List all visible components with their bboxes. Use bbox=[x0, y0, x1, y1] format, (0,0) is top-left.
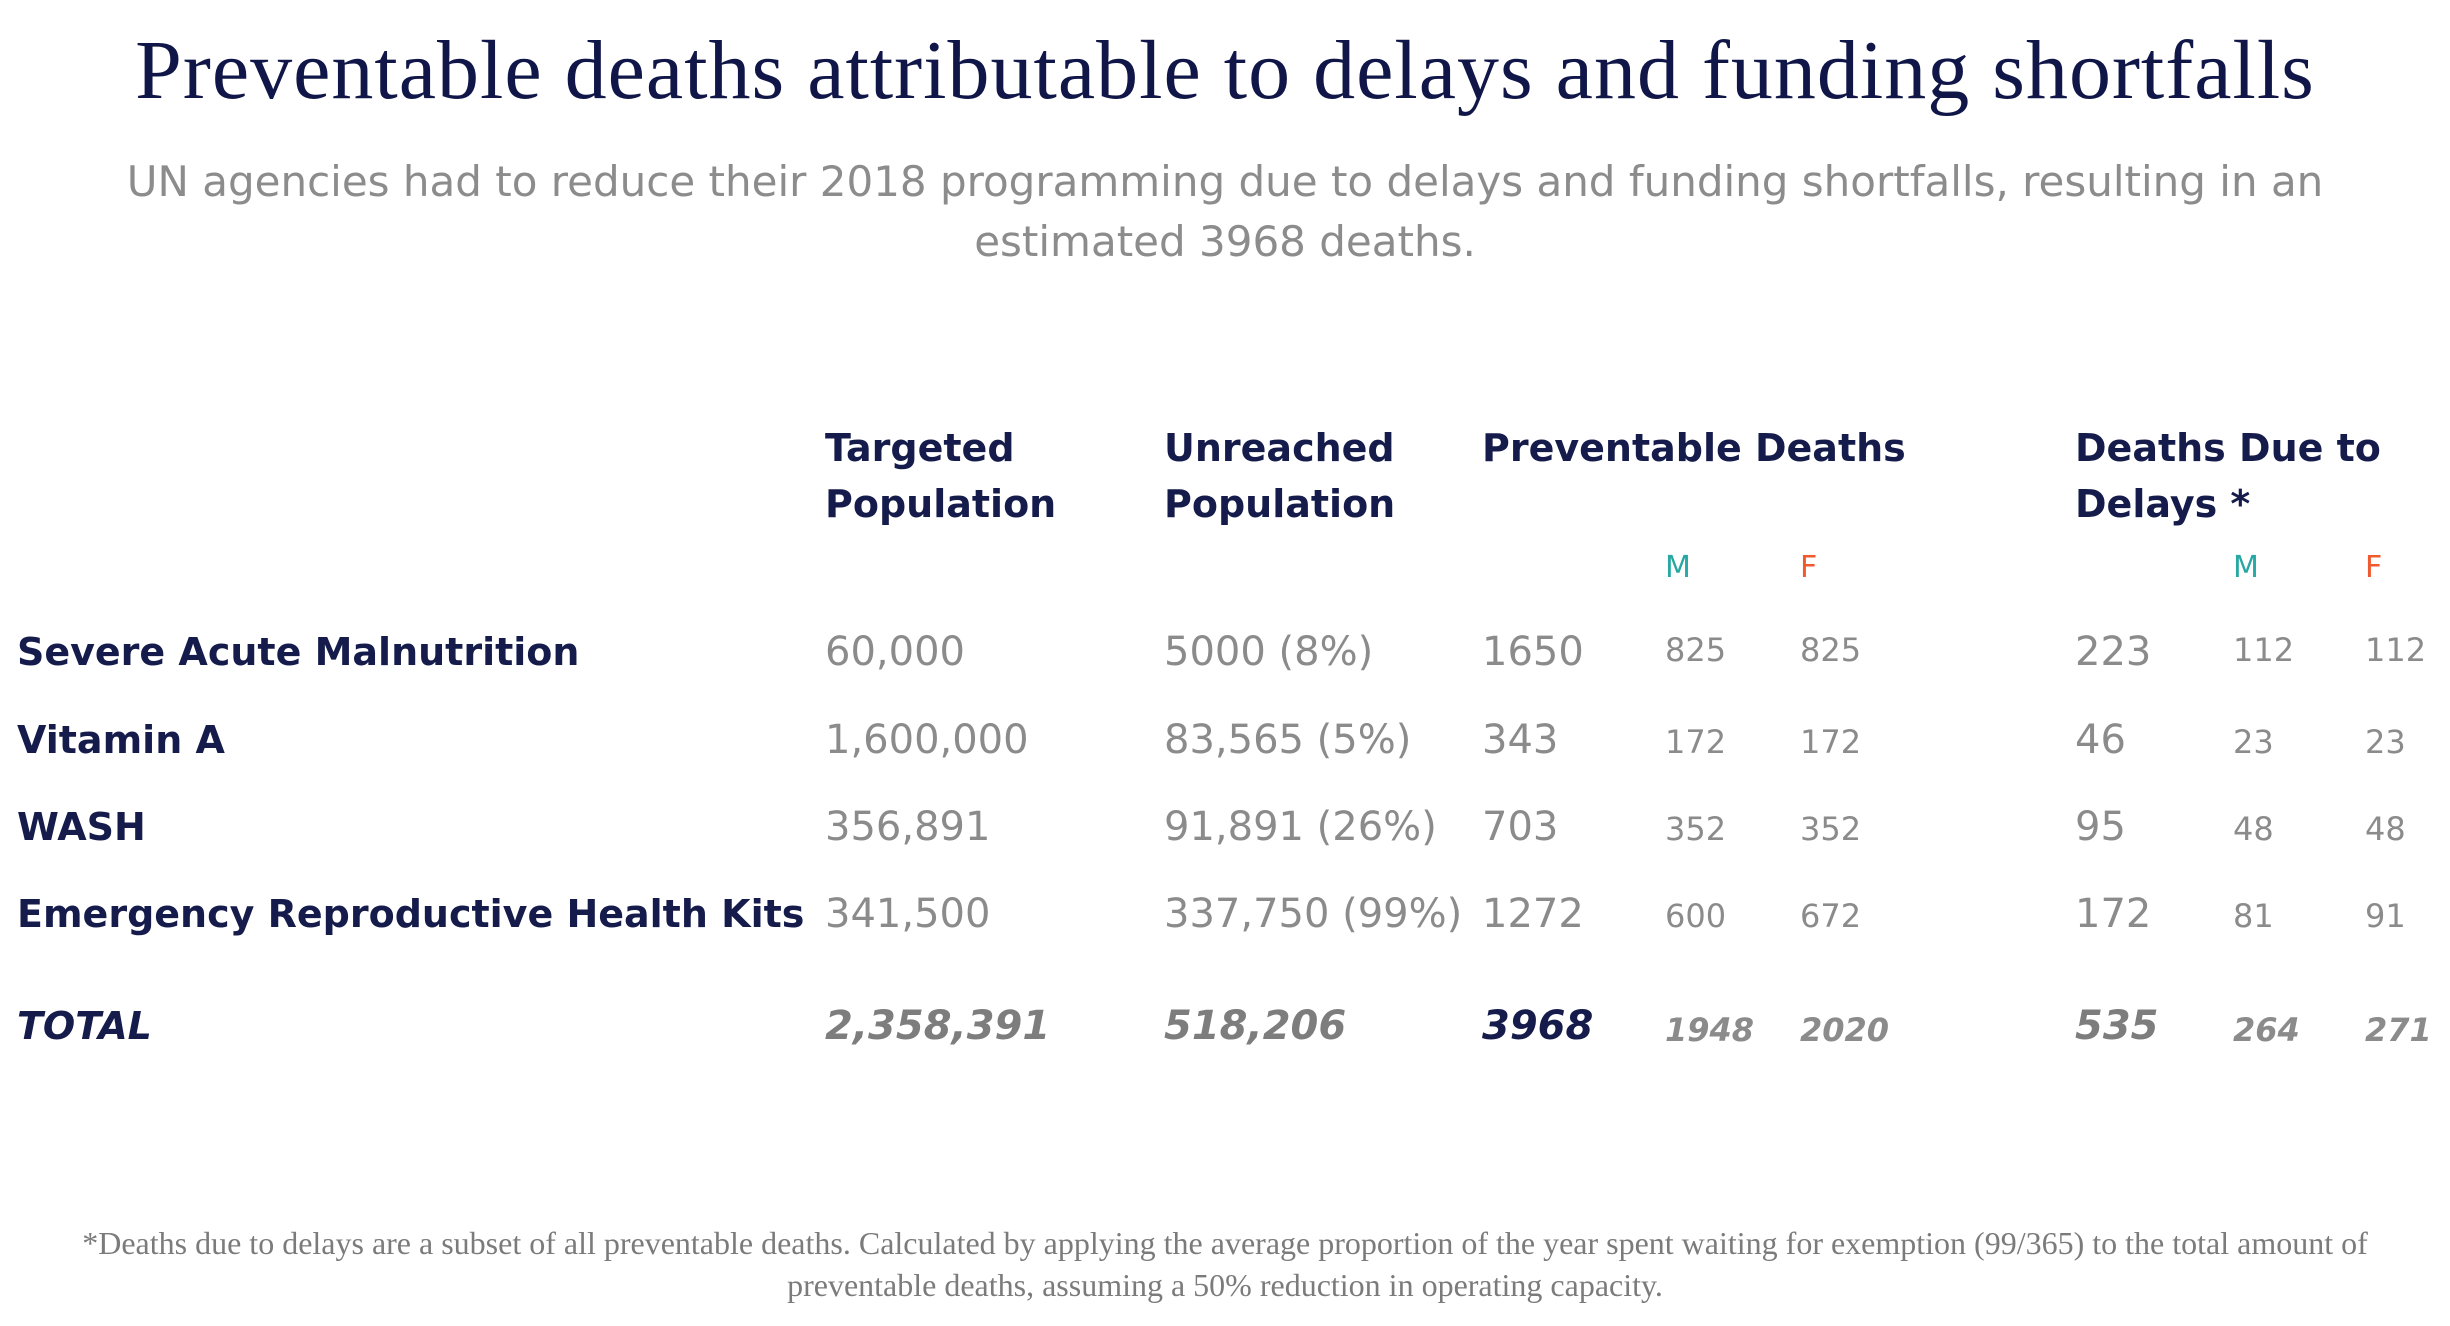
header-deaths-due-to-delays: Deaths Due to Delays * bbox=[2075, 420, 2381, 532]
subheader-delays-male: M bbox=[2233, 550, 2259, 585]
cell-targeted: 356,891 bbox=[825, 804, 991, 850]
total-delays: 535 bbox=[2075, 1003, 2159, 1049]
cell-unreached: 337,750 (99%) bbox=[1164, 891, 1463, 937]
total-deaths: 3968 bbox=[1482, 1003, 1594, 1049]
header-preventable-deaths: Preventable Deaths bbox=[1482, 426, 1906, 470]
footnote: *Deaths due to delays are a subset of al… bbox=[82, 1225, 2368, 1303]
cell-delays-female: 23 bbox=[2365, 723, 2406, 761]
cell-unreached: 83,565 (5%) bbox=[1164, 717, 1412, 763]
total-deaths-female: 2020 bbox=[1800, 1011, 1890, 1049]
header-unreached-line2: Population bbox=[1164, 482, 1396, 526]
cell-delays: 95 bbox=[2075, 804, 2126, 850]
page-subtitle: UN agencies had to reduce their 2018 pro… bbox=[126, 157, 2324, 266]
cell-deaths-male: 172 bbox=[1665, 723, 1727, 761]
cell-deaths: 1272 bbox=[1482, 891, 1584, 937]
cell-delays-male: 81 bbox=[2233, 897, 2274, 935]
cell-deaths-female: 825 bbox=[1800, 631, 1862, 669]
cell-deaths: 1650 bbox=[1482, 629, 1584, 675]
cell-deaths-male: 600 bbox=[1665, 897, 1727, 935]
row-label: WASH bbox=[17, 805, 146, 849]
subheader-deaths-female: F bbox=[1800, 550, 1818, 585]
cell-targeted: 60,000 bbox=[825, 629, 965, 675]
total-unreached: 518,206 bbox=[1164, 1003, 1347, 1049]
cell-deaths: 343 bbox=[1482, 717, 1559, 763]
cell-delays: 46 bbox=[2075, 717, 2126, 763]
cell-deaths-female: 672 bbox=[1800, 897, 1862, 935]
header-targeted-line2: Population bbox=[825, 482, 1057, 526]
header-delays-line1: Deaths Due to bbox=[2075, 426, 2381, 470]
header-unreached-line1: Unreached bbox=[1164, 426, 1395, 470]
row-label: Emergency Reproductive Health Kits bbox=[17, 892, 805, 936]
cell-delays-male: 112 bbox=[2233, 631, 2295, 669]
cell-delays-male: 23 bbox=[2233, 723, 2274, 761]
header-unreached-population: Unreached Population bbox=[1164, 420, 1395, 532]
header-delays-line2: Delays * bbox=[2075, 482, 2251, 526]
total-targeted: 2,358,391 bbox=[825, 1003, 1051, 1049]
header-targeted-population: Targeted Population bbox=[825, 420, 1056, 532]
page-title: Preventable deaths attributable to delay… bbox=[135, 24, 2315, 117]
subheader-deaths-male: M bbox=[1665, 550, 1691, 585]
cell-deaths-female: 352 bbox=[1800, 810, 1862, 848]
cell-delays: 172 bbox=[2075, 891, 2152, 937]
cell-delays: 223 bbox=[2075, 629, 2152, 675]
cell-deaths-male: 825 bbox=[1665, 631, 1727, 669]
cell-targeted: 1,600,000 bbox=[825, 717, 1029, 763]
cell-delays-female: 112 bbox=[2365, 631, 2427, 669]
total-delays-male: 264 bbox=[2233, 1011, 2300, 1049]
row-label: Severe Acute Malnutrition bbox=[17, 630, 580, 674]
cell-delays-male: 48 bbox=[2233, 810, 2274, 848]
total-deaths-male: 1948 bbox=[1665, 1011, 1755, 1049]
total-label: TOTAL bbox=[17, 1004, 152, 1048]
cell-targeted: 341,500 bbox=[825, 891, 991, 937]
cell-deaths: 703 bbox=[1482, 804, 1559, 850]
cell-delays-female: 48 bbox=[2365, 810, 2406, 848]
total-delays-female: 271 bbox=[2365, 1011, 2432, 1049]
cell-deaths-female: 172 bbox=[1800, 723, 1862, 761]
cell-delays-female: 91 bbox=[2365, 897, 2406, 935]
subheader-delays-female: F bbox=[2365, 550, 2383, 585]
row-label: Vitamin A bbox=[17, 718, 225, 762]
cell-unreached: 5000 (8%) bbox=[1164, 629, 1374, 675]
cell-unreached: 91,891 (26%) bbox=[1164, 804, 1437, 850]
cell-deaths-male: 352 bbox=[1665, 810, 1727, 848]
header-targeted-line1: Targeted bbox=[825, 426, 1015, 470]
